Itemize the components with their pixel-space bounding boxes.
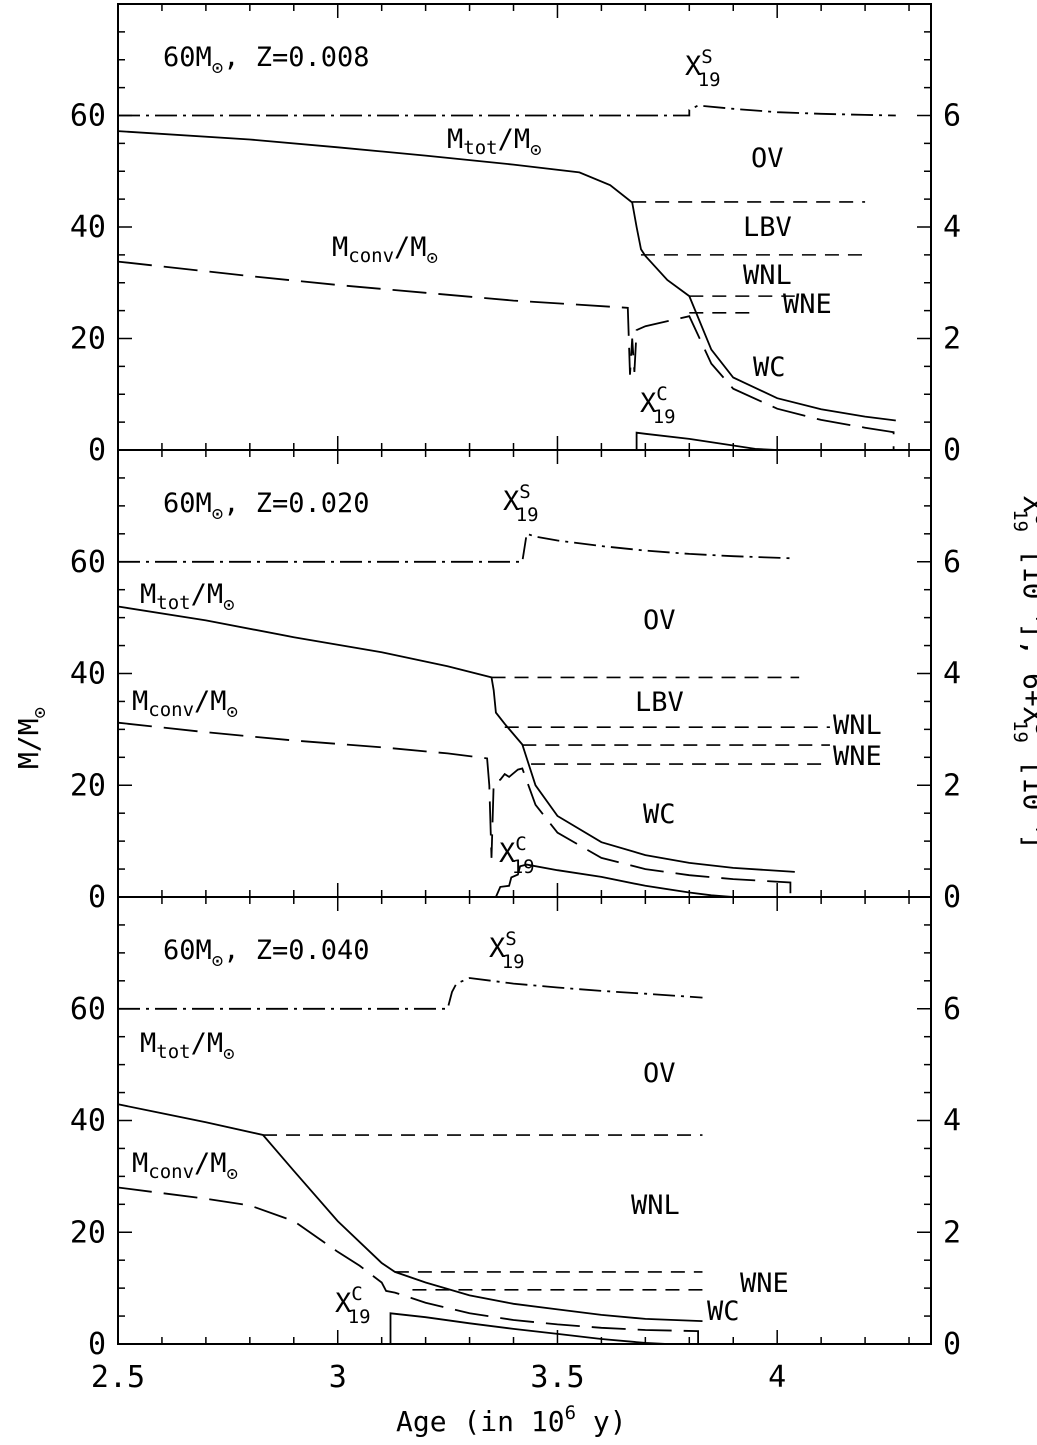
panel-1-phase-ov: OV [751, 143, 784, 174]
panel-3-title: 60M⊙, Z=0.040 [163, 935, 370, 972]
panel-2-phase-lbv: LBV [635, 687, 684, 718]
series-m-tot [117, 1103, 703, 1322]
panel-2-series [117, 532, 830, 898]
y-tick-label-left: 20 [70, 322, 106, 357]
panel-2-phase-wc: WC [643, 799, 676, 830]
panel-2-phase-wnl: WNL [833, 710, 882, 741]
x-tick-label: 2.5 [91, 1360, 145, 1395]
series-m-tot [117, 130, 896, 422]
y-tick-label-left: 40 [70, 1104, 106, 1139]
panel-2-phase-ov: OV [643, 605, 676, 636]
series-x19-surface [118, 532, 795, 563]
panel-3-xs-label: XS 19 [489, 928, 525, 973]
series-x19-center [495, 863, 791, 898]
series-x19-center [389, 1312, 699, 1345]
y-tick-label-right: 4 [943, 657, 961, 692]
panel-2-xs-label: XS 19 [503, 481, 539, 526]
panel-1-title: 60M⊙, Z=0.008 [163, 42, 370, 79]
y-tick-label-right: 6 [943, 545, 961, 580]
y-tick-label-left: 60 [70, 992, 106, 1027]
y-tick-label-left: 0 [88, 433, 106, 468]
x-tick-labels: 2.5 3 3.5 4 [91, 1360, 786, 1395]
series-m-tot [117, 605, 795, 873]
y-tick-label-left: 40 [70, 210, 106, 245]
panel-2-mconv-label: Mconv/M⊙ [132, 686, 238, 723]
svg-text:M/M⊙: M/M⊙ [12, 707, 51, 769]
y-tick-label-left: 0 [88, 880, 106, 915]
y-tick-label-right: 4 [943, 1104, 961, 1139]
y-tick-label-left: 0 [88, 1327, 106, 1362]
panel-1-series [117, 104, 896, 451]
panel-3-phase-wnl: WNL [631, 1190, 680, 1221]
panel-2-mtot-label: Mtot/M⊙ [140, 579, 235, 616]
panel-1: 0 20 40 60 0 2 4 6 60M⊙, Z=0.008 XS 19 Mtot/M⊙ M… [70, 3, 961, 468]
y-tick-label-right: 2 [943, 768, 961, 803]
panel-3-mtot-label: Mtot/M⊙ [140, 1028, 235, 1065]
y-tick-label-left: 20 [70, 1215, 106, 1250]
panel-1-xc-label: XC 19 [640, 383, 676, 428]
panel-2-title: 60M⊙, Z=0.020 [163, 488, 370, 525]
series-x19-surface [118, 977, 703, 1010]
panel-2-xc-label: XC 19 [499, 833, 535, 878]
panel-3-phase-ov: OV [643, 1058, 676, 1089]
series-x19-surface [118, 104, 896, 117]
x-axis-title: Age (in 106 y) [396, 1402, 627, 1438]
y-tick-label-left: 60 [70, 545, 106, 580]
panel-3-series [117, 977, 703, 1345]
y-tick-label-left: 20 [70, 768, 106, 803]
x-tick-label: 3.5 [530, 1360, 584, 1395]
panel-1-ticks: 0 20 40 60 0 2 4 6 [70, 3, 961, 468]
y-tick-label-right: 2 [943, 1215, 961, 1250]
y-tick-label-right: 0 [943, 433, 961, 468]
y-tick-label-left: 40 [70, 657, 106, 692]
panel-1-xs-label: XS 19 [685, 46, 721, 91]
panel-2-ticks: 0 20 40 60 0 2 4 6 [70, 449, 961, 915]
y-tick-label-right: 6 [943, 99, 961, 134]
series-m-conv [117, 721, 792, 897]
panel-2: 0 20 40 60 0 2 4 6 60M⊙, Z=0.020 XS 19 Mtot/M⊙ M… [70, 449, 961, 915]
x-tick-label: 4 [768, 1360, 786, 1395]
y-tick-label-left: 60 [70, 99, 106, 134]
panel-1-phase-wne: WNE [783, 289, 832, 320]
y-tick-label-right: 0 [943, 1327, 961, 1362]
y-axis-title-left: M/M⊙ [12, 707, 51, 769]
panel-3: 0 20 40 60 0 2 4 6 60M⊙, Z=0.040 XS 19 Mtot/M⊙ M… [70, 896, 961, 1362]
panel-1-mtot-label: Mtot/M⊙ [447, 124, 542, 161]
panel-3-phase-wne: WNE [740, 1268, 789, 1299]
panel-1-phase-wc: WC [753, 352, 786, 383]
panel-1-phase-wnl: WNL [743, 260, 792, 291]
y-tick-label-right: 0 [943, 880, 961, 915]
y-tick-label-right: 2 [943, 322, 961, 357]
series-m-conv [117, 260, 895, 450]
panel-2-phase-wne: WNE [833, 741, 882, 772]
series-m-conv [117, 1186, 699, 1344]
panel-3-xc-label: XC 19 [335, 1283, 371, 1328]
panel-1-mconv-label: Mconv/M⊙ [332, 232, 438, 269]
y-tick-label-right: 6 [943, 992, 961, 1027]
panel-3-mconv-label: Mconv/M⊙ [132, 1148, 238, 1185]
panel-1-phase-lbv: LBV [743, 212, 792, 243]
panel-3-phase-wc: WC [707, 1296, 740, 1327]
y-tick-label-right: 4 [943, 210, 961, 245]
panel-3-ticks: 0 20 40 60 0 2 4 6 [70, 896, 961, 1362]
x-tick-label: 3 [329, 1360, 347, 1395]
